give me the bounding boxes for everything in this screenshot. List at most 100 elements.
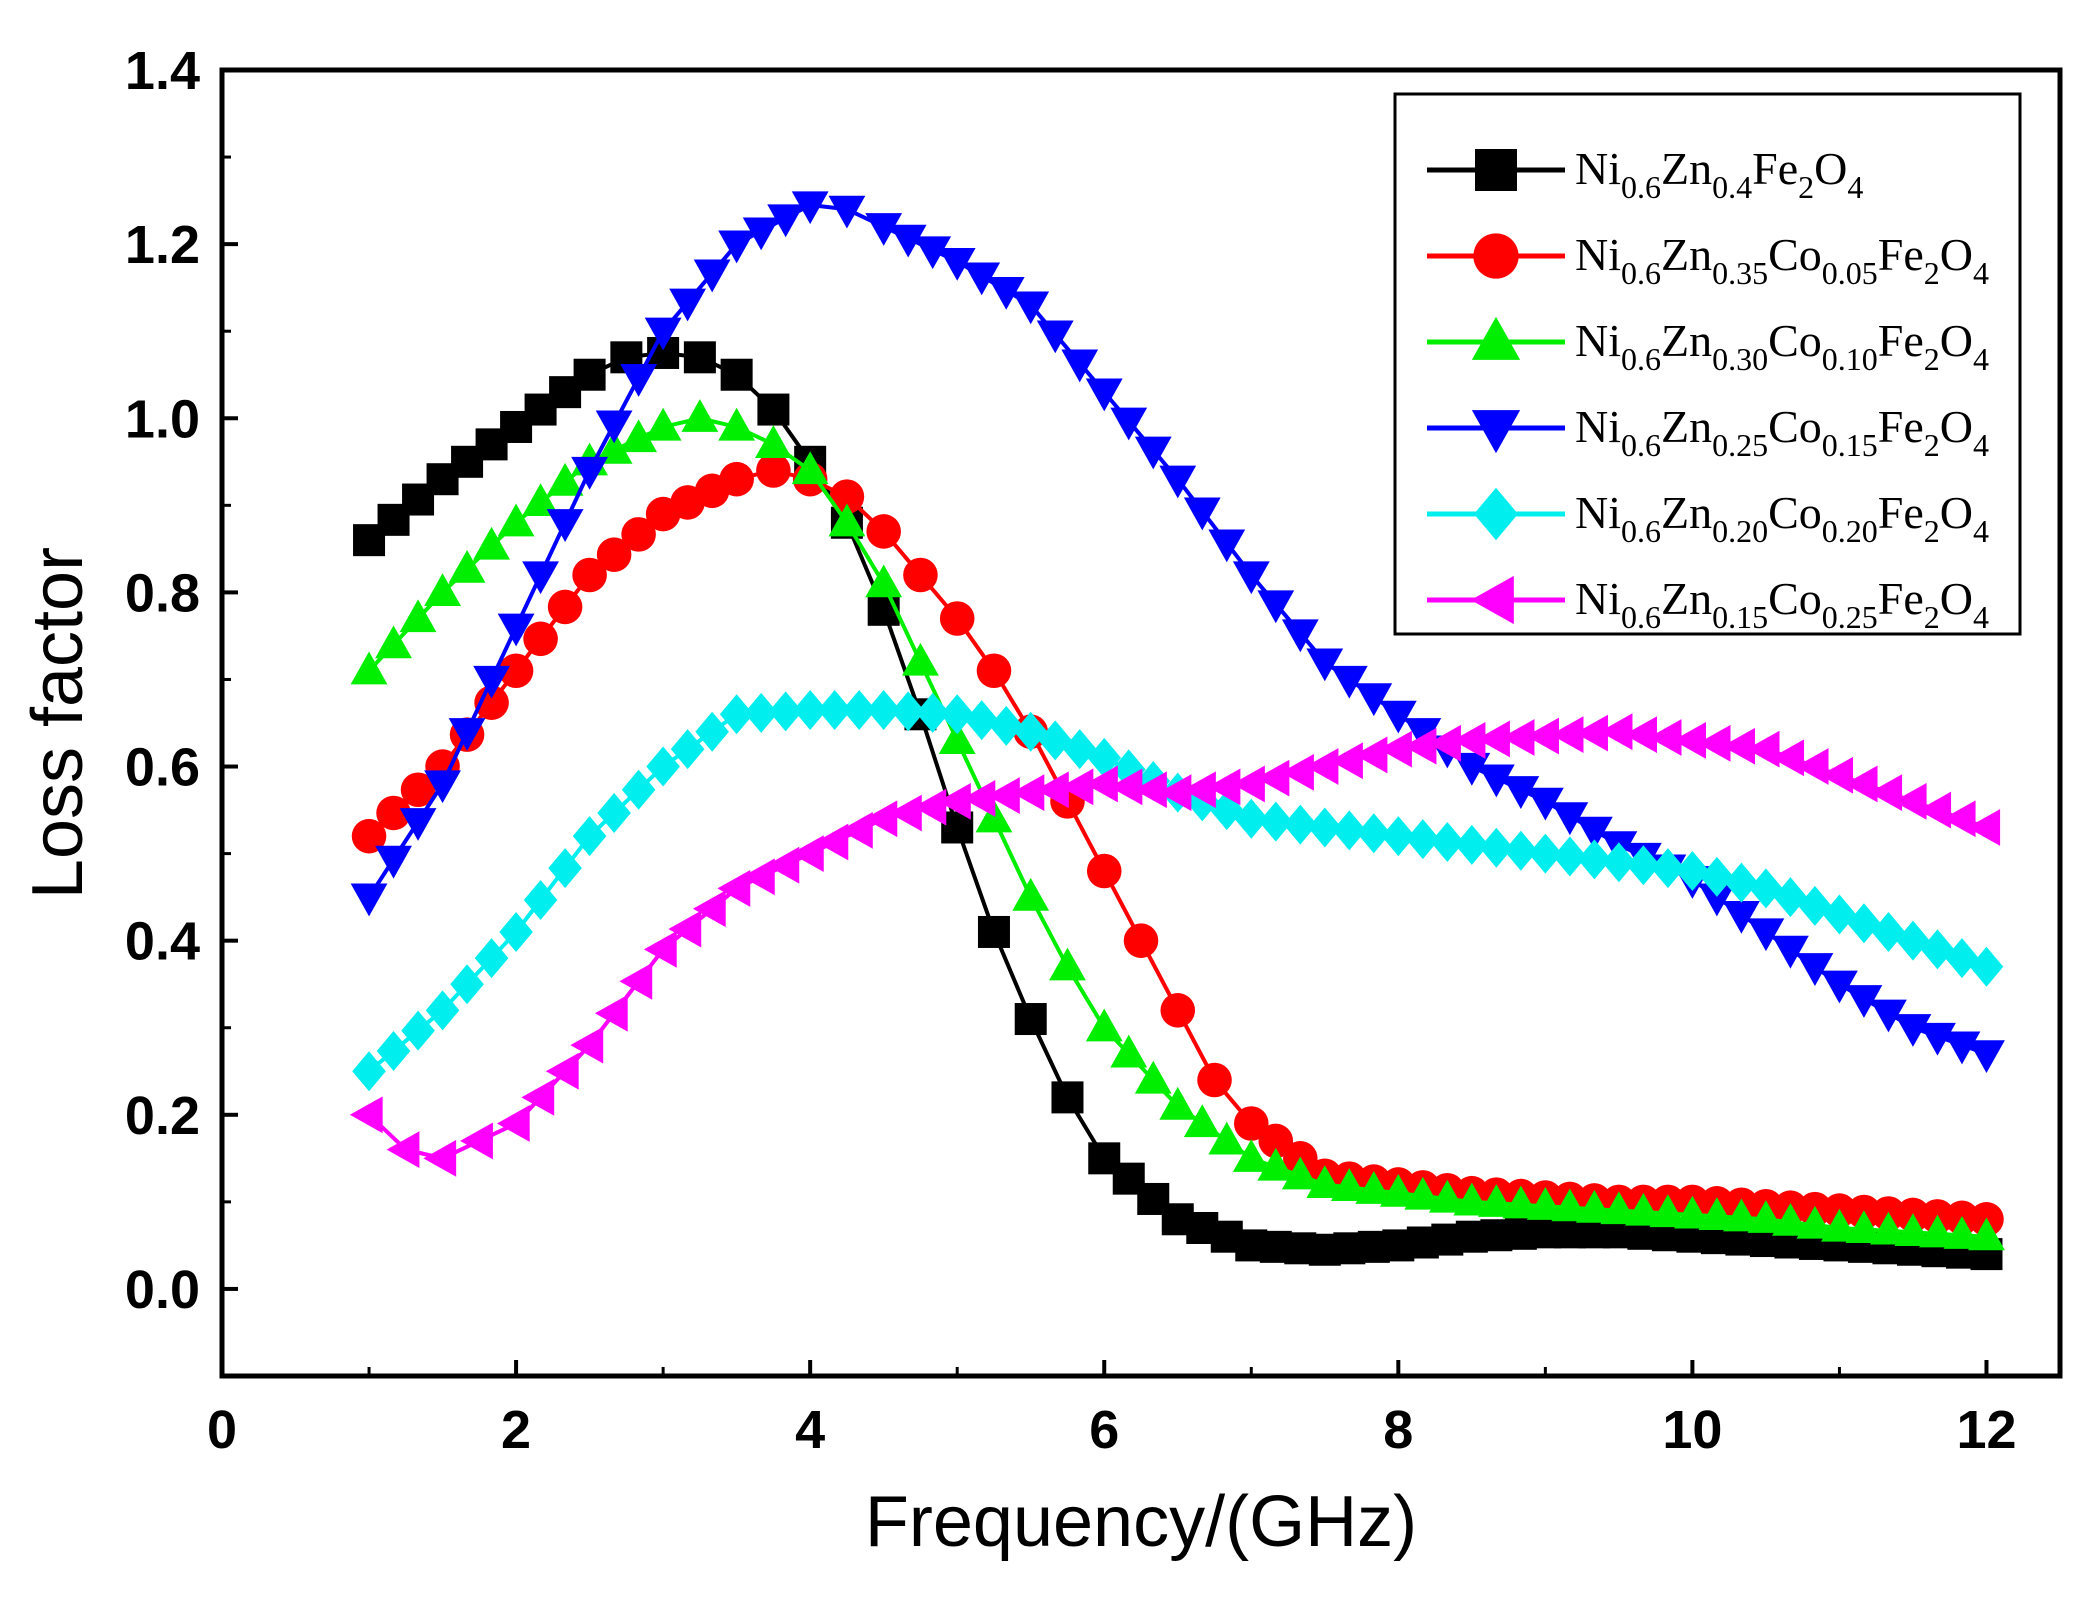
data-point: [1306, 1165, 1344, 1199]
x-tick-label: 8: [1383, 1400, 1413, 1460]
legend-element-symbol: Ni: [1575, 143, 1621, 194]
data-point: [1355, 683, 1393, 717]
data-point: [644, 317, 682, 351]
data-point: [866, 689, 901, 730]
data-point: [829, 479, 865, 514]
data-point: [842, 689, 876, 730]
data-point: [498, 653, 534, 689]
legend-item-6: Ni0.6Zn0.15Co0.25Fe2O4: [1427, 573, 1989, 635]
data-point: [987, 276, 1025, 310]
data-point: [1379, 1173, 1417, 1207]
data-point: [351, 818, 387, 854]
data-point: [450, 964, 484, 1005]
data-point: [448, 549, 486, 583]
data-point: [1308, 807, 1342, 848]
data-point: [1773, 877, 1808, 918]
legend-element-symbol: Fe: [1878, 229, 1924, 280]
legend-element-symbol: O: [1940, 573, 1973, 624]
data-point: [643, 930, 677, 968]
data-point: [1847, 903, 1881, 944]
data-point: [1036, 771, 1069, 809]
data-point: [523, 880, 558, 921]
legend-marker: [1473, 233, 1519, 279]
data-point: [499, 911, 533, 952]
data-point: [1893, 782, 1927, 820]
y-tick-label: 0.2: [125, 1086, 200, 1146]
data-point: [1869, 774, 1903, 812]
data-point: [644, 407, 682, 441]
x-tick-label: 12: [1956, 1400, 2016, 1460]
data-point: [350, 651, 388, 685]
y-tick-label: 0.8: [125, 563, 200, 623]
legend-label: Ni0.6Zn0.4Fe2O4: [1575, 143, 1863, 205]
data-point: [1550, 716, 1584, 754]
data-point: [497, 613, 535, 647]
legend-subscript: 0.15: [1822, 427, 1878, 463]
data-point: [915, 692, 950, 733]
plot-area-frame: [219, 67, 2063, 1379]
data-point: [1258, 1123, 1294, 1159]
data-point: [828, 195, 866, 229]
data-point: [1845, 985, 1883, 1018]
data-point: [1232, 765, 1265, 803]
legend-subscript: 4: [1973, 599, 1989, 635]
y-tick-label: 0.6: [125, 738, 200, 798]
data-point: [1085, 378, 1123, 412]
legend-element-symbol: Co: [1768, 401, 1822, 452]
legend-element-symbol: Ni: [1575, 315, 1621, 366]
legend-subscript: 4: [1973, 427, 1989, 463]
data-point: [1013, 711, 1048, 752]
data-point: [1551, 802, 1589, 836]
data-point: [964, 700, 999, 741]
data-point: [375, 845, 412, 879]
data-point: [1379, 700, 1417, 734]
data-point: [1504, 830, 1538, 871]
data-point: [1330, 742, 1363, 780]
legend-element-symbol: Co: [1768, 573, 1822, 624]
data-point: [423, 1139, 457, 1177]
data-point: [1038, 720, 1073, 761]
legend-element-symbol: Co: [1768, 487, 1822, 538]
legend-element-symbol: Ni: [1575, 401, 1621, 452]
data-point: [1502, 1185, 1540, 1219]
data-point: [839, 811, 873, 849]
data-point: [1771, 739, 1805, 777]
legend-element-symbol: Zn: [1661, 229, 1712, 280]
data-point: [571, 456, 608, 490]
data-point: [1404, 1176, 1442, 1210]
data-point: [695, 711, 729, 752]
data-point: [1967, 809, 2001, 846]
data-point: [1528, 833, 1563, 874]
data-point: [1746, 730, 1780, 768]
data-point: [1796, 953, 1834, 986]
data-point: [1281, 753, 1314, 791]
data-point: [1036, 320, 1074, 354]
data-point: [1624, 716, 1657, 754]
x-tick-label: 6: [1089, 1400, 1119, 1460]
data-point: [545, 1052, 579, 1090]
data-point: [1160, 993, 1196, 1028]
data-point: [1332, 810, 1367, 851]
data-point: [1821, 970, 1858, 1004]
x-tick-label: 4: [795, 1400, 825, 1460]
data-point: [1722, 727, 1756, 765]
data-point: [719, 694, 754, 735]
data-point: [1455, 824, 1489, 865]
data-point: [1049, 947, 1086, 981]
data-point: [1845, 1210, 1883, 1244]
data-point: [793, 689, 827, 730]
data-point: [1406, 819, 1440, 860]
data-point: [914, 236, 952, 270]
legend-subscript: 2: [1924, 255, 1940, 291]
data-point: [646, 746, 680, 787]
legend-element-symbol: Zn: [1661, 401, 1712, 452]
data-point: [1232, 561, 1270, 595]
data-point: [1110, 1034, 1148, 1068]
data-point: [424, 573, 461, 606]
legend-subscript: 0.6: [1621, 169, 1661, 205]
legend-label: Ni0.6Zn0.25Co0.15Fe2O4: [1575, 401, 1989, 463]
data-point: [1453, 1182, 1491, 1216]
data-point: [349, 1096, 383, 1134]
data-point: [1330, 665, 1368, 699]
